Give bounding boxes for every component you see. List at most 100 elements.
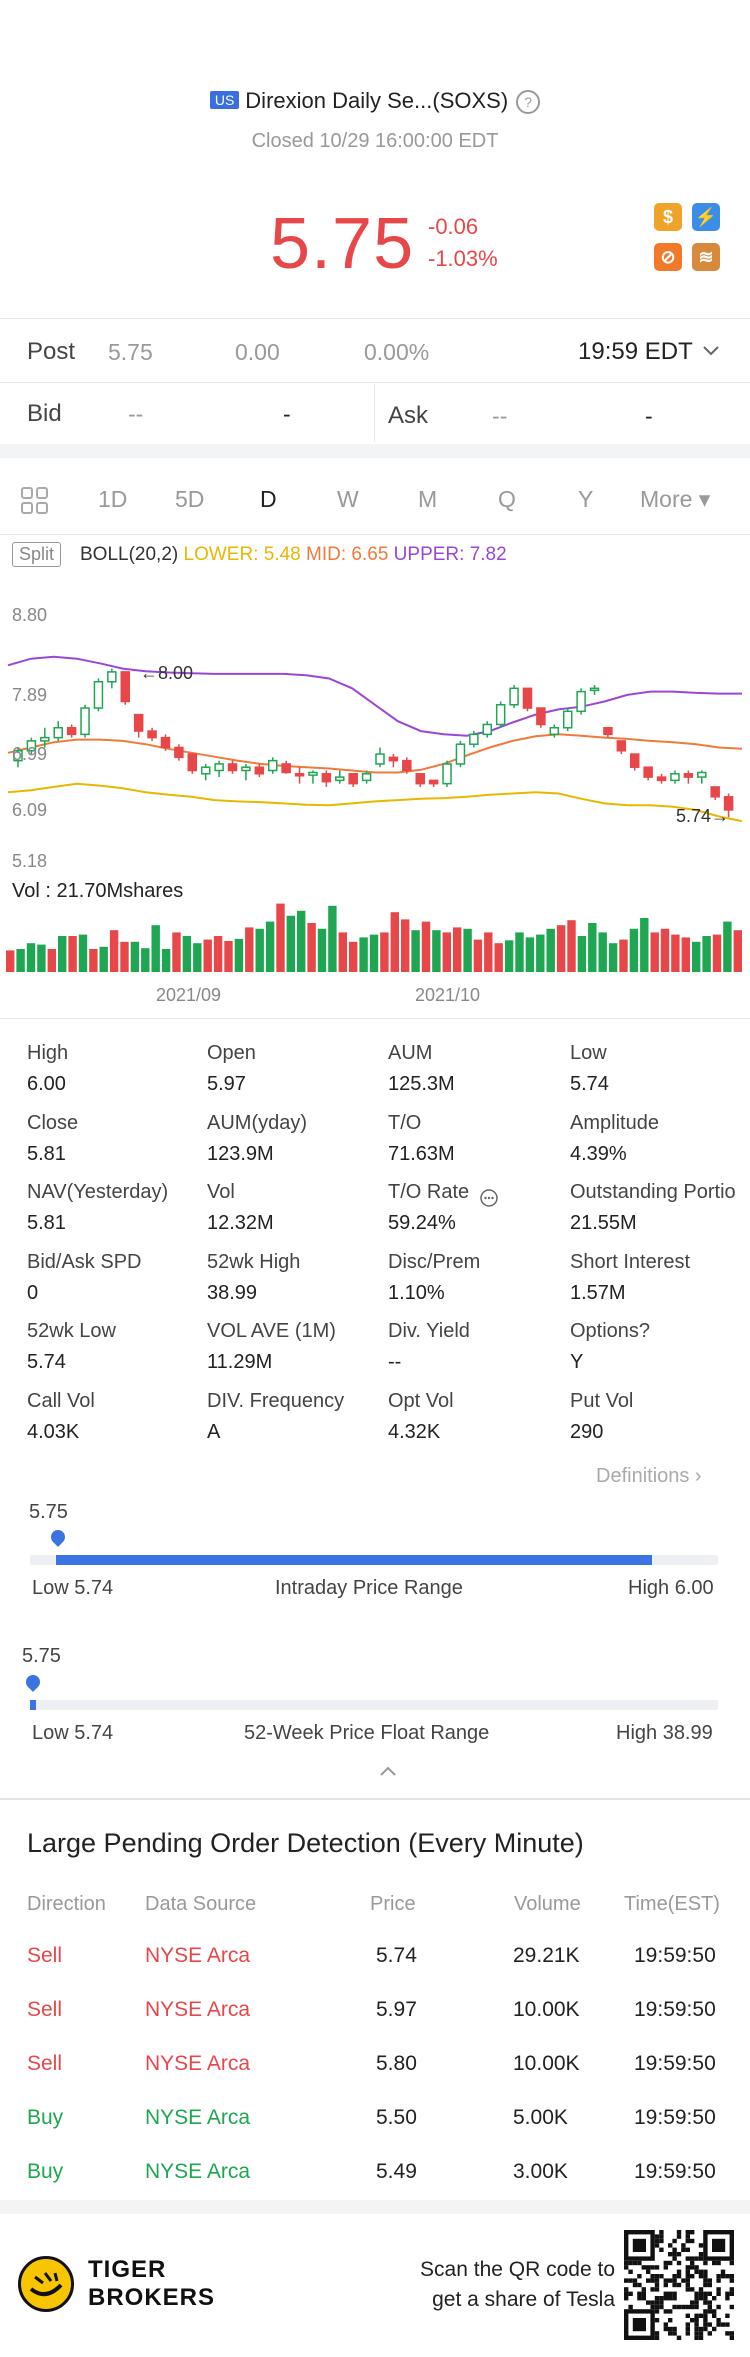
candle-body — [80, 707, 90, 736]
candle-body — [200, 766, 211, 775]
volume-bar — [608, 943, 618, 972]
stat-value: 125.3M — [388, 1073, 455, 1095]
candle-body — [214, 763, 224, 772]
qr-text-line1: Scan the QR code to — [420, 2258, 615, 2281]
candle-body — [294, 773, 305, 777]
tab-m[interactable]: M — [418, 486, 438, 512]
chevron-down-icon[interactable] — [702, 344, 720, 358]
low-marker-value: 5.74 — [676, 806, 712, 826]
post-time[interactable]: 19:59 EDT — [578, 338, 693, 365]
stat-label: DIV. Frequency — [207, 1389, 345, 1412]
volume-bar — [546, 928, 555, 972]
stat-label: Disc/Prem — [388, 1250, 481, 1273]
volume-bar — [473, 939, 483, 972]
lightning-icon[interactable]: ⚡ — [692, 203, 720, 231]
volume-bar — [141, 948, 150, 972]
candle-body — [254, 766, 265, 775]
stat-label: Opt Vol — [388, 1389, 454, 1412]
info-circle-icon[interactable] — [479, 1188, 499, 1208]
volume-chart[interactable] — [0, 900, 750, 975]
candle-body — [710, 786, 720, 798]
volume-bar — [297, 910, 306, 972]
candle-body — [147, 730, 157, 739]
volume-bar — [515, 932, 524, 972]
ask-price: -- — [492, 403, 508, 429]
boll-mid-line — [7, 733, 743, 774]
chevron-up-icon[interactable] — [378, 1764, 398, 1778]
candle-body — [187, 753, 198, 772]
volume-bar — [47, 949, 56, 972]
volume-bar — [588, 923, 597, 972]
intraday-title: Intraday Price Range — [275, 1577, 463, 1599]
tab-more[interactable]: More ▾ — [640, 486, 711, 512]
order-time: 19:59:50 — [634, 2106, 716, 2129]
candlestick-chart[interactable] — [0, 596, 750, 866]
candle-body — [281, 763, 291, 774]
candle-body — [321, 773, 332, 783]
order-direction: Buy — [27, 2160, 64, 2183]
candle-body — [133, 713, 144, 732]
volume-bar — [401, 919, 410, 972]
volume-bar — [525, 937, 535, 972]
order-direction: Buy — [27, 2106, 64, 2129]
tab-d[interactable]: D — [260, 486, 277, 512]
order-direction: Sell — [27, 2052, 63, 2075]
no-short-icon[interactable]: ⊘ — [654, 243, 682, 271]
stat-value: 5.81 — [27, 1142, 66, 1165]
candle-body — [267, 759, 278, 772]
stat-label: High — [27, 1042, 69, 1064]
tab-y[interactable]: Y — [578, 486, 594, 512]
last-price: 5.75 — [270, 204, 415, 284]
stat-label: Amplitude — [570, 1111, 659, 1134]
volume-bar — [390, 912, 399, 972]
order-time: 19:59:50 — [634, 2052, 716, 2075]
tab-1d[interactable]: 1D — [98, 486, 128, 512]
definitions-link[interactable]: Definitions › — [596, 1465, 702, 1487]
y-tick: 6.09 — [12, 800, 48, 820]
volume-bar — [130, 941, 140, 972]
order-direction: Sell — [27, 1998, 63, 2021]
volume-bar — [671, 934, 680, 972]
candle-body — [549, 727, 560, 736]
col-header-direction: Direction — [27, 1893, 106, 1915]
footer-banner[interactable]: TIGER BROKERS Scan the QR code to get a … — [0, 2214, 750, 2357]
price-change: -0.06 — [428, 214, 479, 239]
candle-body — [160, 736, 171, 749]
order-volume: 10.00K — [513, 1998, 580, 2021]
volume-bar — [182, 936, 192, 972]
volume-label: Vol : 21.70Mshares — [12, 880, 184, 902]
stat-value: 6.00 — [27, 1073, 66, 1095]
order-time: 19:59:50 — [634, 2160, 716, 2183]
intraday-fill — [56, 1555, 652, 1565]
tab-5d[interactable]: 5D — [175, 486, 205, 512]
candle-body — [656, 776, 667, 782]
order-volume: 29.21K — [513, 1944, 580, 1967]
tab-w[interactable]: W — [337, 486, 359, 512]
candle-body — [428, 779, 439, 785]
volume-bar — [484, 932, 493, 972]
stock-title[interactable]: US Direxion Daily Se...(SOXS)? — [0, 88, 750, 114]
candle-body — [388, 756, 399, 762]
dollar-icon[interactable]: $ — [654, 203, 682, 231]
tab-q[interactable]: Q — [498, 486, 516, 512]
boll-indicator[interactable]: BOLL(20,2) LOWER: 5.48 MID: 6.65 UPPER: … — [80, 544, 507, 566]
stat-label: Bid/Ask SPD — [27, 1250, 142, 1273]
candle-body — [509, 687, 519, 706]
volume-bar — [463, 928, 472, 972]
stat-value: 123.9M — [207, 1142, 274, 1165]
split-toggle[interactable]: Split — [12, 542, 62, 567]
volume-bar — [421, 921, 431, 972]
stat-label: AUM(yday) — [207, 1111, 308, 1134]
volume-bar — [328, 905, 337, 972]
layout-grid-icon[interactable] — [20, 486, 50, 516]
week52-track — [30, 1700, 718, 1710]
volume-bar — [68, 936, 77, 972]
stat-value: 21.55M — [570, 1212, 637, 1234]
stat-value: 59.24% — [388, 1212, 456, 1234]
volume-bar — [536, 934, 545, 972]
candle-body — [361, 773, 372, 782]
stat-value: 0 — [27, 1281, 39, 1304]
stack-icon[interactable]: ≋ — [692, 243, 720, 271]
question-circle-icon[interactable]: ? — [516, 90, 541, 114]
stat-label: AUM — [388, 1042, 433, 1064]
